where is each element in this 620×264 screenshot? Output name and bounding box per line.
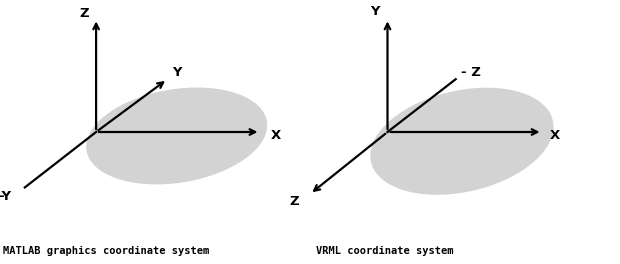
Text: MATLAB graphics coordinate system: MATLAB graphics coordinate system — [3, 246, 210, 256]
Text: Z: Z — [290, 195, 299, 209]
Text: Y: Y — [370, 5, 380, 18]
Text: -Y: -Y — [0, 190, 11, 203]
Ellipse shape — [370, 88, 554, 195]
Text: Y: Y — [172, 66, 182, 79]
Text: Z: Z — [79, 7, 89, 20]
Ellipse shape — [86, 87, 267, 185]
Text: X: X — [550, 129, 560, 143]
Text: - Z: - Z — [461, 66, 481, 79]
Text: X: X — [271, 129, 281, 143]
Text: VRML coordinate system: VRML coordinate system — [316, 246, 454, 256]
